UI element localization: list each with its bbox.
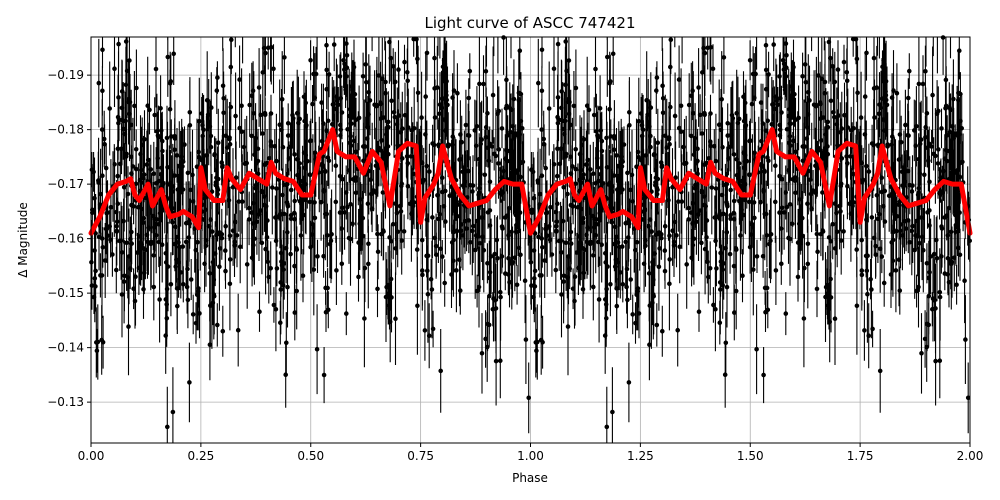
x-tick-label: 1.75 bbox=[847, 449, 874, 463]
x-tick-label: 1.25 bbox=[627, 449, 654, 463]
x-axis-label: Phase bbox=[512, 471, 548, 485]
y-tick-label: −0.17 bbox=[47, 177, 84, 191]
x-tick-label: 1.50 bbox=[737, 449, 764, 463]
y-tick-label: −0.16 bbox=[47, 232, 84, 246]
x-tick-label: 0.00 bbox=[78, 449, 105, 463]
x-tick-label: 0.25 bbox=[188, 449, 215, 463]
x-tick-label: 1.00 bbox=[517, 449, 544, 463]
x-tick-label: 0.75 bbox=[407, 449, 434, 463]
x-tick-label: 2.00 bbox=[957, 449, 984, 463]
y-axis-label: Δ Magnitude bbox=[16, 202, 30, 278]
y-tick-label: −0.19 bbox=[47, 68, 84, 82]
x-axis: 0.00 0.25 0.50 0.75 1.00 1.25 1.50 1.75 2.00 bbox=[78, 443, 984, 463]
y-tick-label: −0.14 bbox=[47, 341, 84, 355]
chart-title: Light curve of ASCC 747421 bbox=[425, 14, 636, 32]
y-tick-label: −0.15 bbox=[47, 286, 84, 300]
x-tick-label: 0.50 bbox=[297, 449, 324, 463]
y-tick-label: −0.18 bbox=[47, 123, 84, 137]
y-tick-label: −0.13 bbox=[47, 395, 84, 409]
y-axis: −0.19 −0.18 −0.17 −0.16 −0.15 −0.14 −0.13 bbox=[47, 68, 91, 409]
data-points bbox=[89, 35, 973, 443]
model-curve bbox=[88, 127, 973, 236]
